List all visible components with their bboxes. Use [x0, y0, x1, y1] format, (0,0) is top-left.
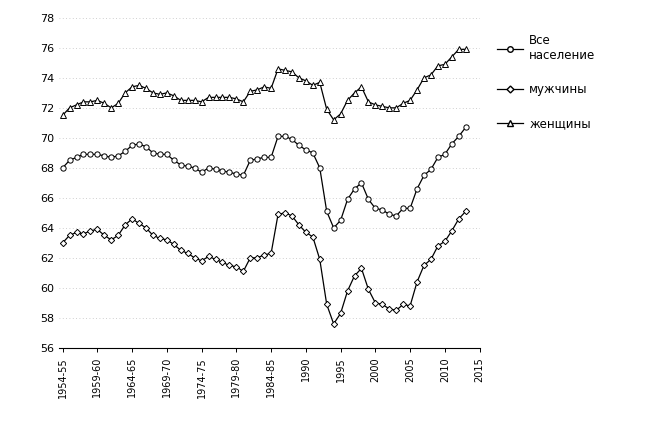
- Legend: Все
население, мужчины, женщины: Все население, мужчины, женщины: [494, 30, 599, 134]
